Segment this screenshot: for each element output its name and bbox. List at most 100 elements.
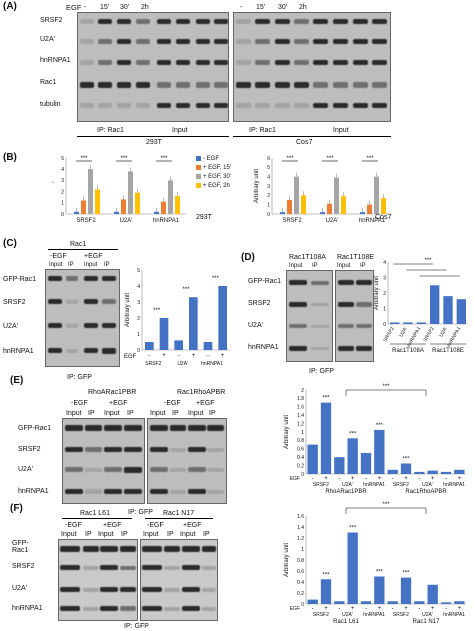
f-ip: IP: GFP [124,623,149,630]
blot-band [102,323,116,328]
blot-band [255,82,270,88]
y-tick-label: 0.6 [297,447,304,453]
sign-label: - [392,606,394,612]
blot-band [84,276,98,281]
blot-band [66,300,78,304]
blot-band [157,60,171,65]
y-tick-label: 0 [61,212,64,218]
f-cond-plus: +EGF [103,522,122,529]
blot-band [275,103,290,108]
blot-band [289,302,307,307]
y-tick-label: 3 [137,300,140,306]
blot-band [255,39,270,44]
blot-band [275,82,290,88]
blot-band [214,103,228,108]
sign-label: - [312,606,314,612]
e-lane-2: IP [88,410,95,417]
blot-band [311,281,329,285]
blot-band [120,587,136,592]
blot-band [196,103,210,108]
c-cond-minus: -EGF [50,253,67,260]
e-lane-8: IP [209,410,216,417]
blot-band [66,324,78,328]
blot-band [124,489,142,494]
row-label-d-0: GFP-Rac1 [248,278,282,285]
blot-band [117,39,131,44]
blot-band [100,587,118,592]
blot-band [124,447,142,452]
legend-swatch-2h [196,183,201,189]
blot-band [338,302,354,307]
bar [280,212,285,214]
sign-label: - [445,606,447,612]
c-lane-3: Input [84,262,98,268]
blot-band [356,324,372,328]
y-tick-label: 4 [61,167,64,173]
blot-band [98,103,112,108]
blot-band [150,467,168,472]
blot-band [164,546,180,552]
blot-band [48,348,62,353]
y-tick-label: 5 [137,268,140,274]
bar [154,211,159,214]
y-tick-label: 1 [383,306,386,312]
bar [159,318,169,350]
blot-band [176,60,190,65]
c-ip: IP: GFP [67,374,92,381]
blot-band [136,39,150,44]
group-label: Rac1 L61 [333,619,359,625]
significance-label: *** [402,457,410,463]
blot-band [120,606,136,611]
blot-band [48,299,62,304]
blot-band [164,607,180,611]
panel-b-charts: Arbitrary unit 0 1 2 3 4 5 SRSF2 *** U2A' *** hnRNP… [52,156,392,224]
f-lane-6: IP [167,531,174,538]
x-tick-label: U2A' [439,326,450,338]
blot-band [255,60,270,65]
blot-band [207,490,224,494]
blot-band [98,82,112,88]
blot-band [196,39,210,44]
panel-f-chart: Arbitrary unit00.20.40.60.811.21.41.6-SR… [284,502,466,625]
cell-b-293t: 293T [196,214,212,221]
y-tick-label: 0.8 [297,438,304,444]
blot-band [353,39,368,44]
f-lane-3: Input [98,531,114,538]
y-tick-label: 0 [301,472,304,478]
significance-label: *** [212,276,220,282]
legend-text-30: + EGF, 30' [203,174,231,181]
bar [135,192,140,214]
y-tick-label: 3 [267,184,270,190]
significance-label: *** [366,156,374,162]
blot-band [84,323,98,328]
f-cond-minus: -EGF [65,522,82,529]
c-lane-4: IP [104,262,110,268]
x-tick-label: U2A' [422,482,433,488]
blot-band [85,468,102,472]
sign-label: + [404,606,408,612]
sign-label: + [324,606,328,612]
c-lane-1: Input [49,262,63,268]
blot-band [142,606,162,611]
d-lane-1: Input [289,263,303,269]
significance-label: *** [376,570,384,576]
blot-band [353,103,368,108]
bar [301,195,306,214]
y-axis-label: Arbitrary unit [125,293,131,327]
bar [128,171,133,214]
blot-band [157,103,171,108]
group-label: RhoARac1PBR [325,489,367,495]
bar [360,601,372,604]
bar [360,212,365,214]
f-cond-plus-2: +EGF [183,522,202,529]
row-label-d-2: U2A' [248,322,263,329]
bar [81,200,86,214]
blot-band [102,348,116,354]
c-top: Rac1 [70,241,87,248]
legend-text-minus: - EGF [203,156,219,163]
x-tick-label: U2A' [399,326,410,338]
f-lane-4: IP [121,531,128,538]
blot-band [120,546,136,552]
e-lane-6: IP [172,410,179,417]
blot-band [202,546,216,552]
